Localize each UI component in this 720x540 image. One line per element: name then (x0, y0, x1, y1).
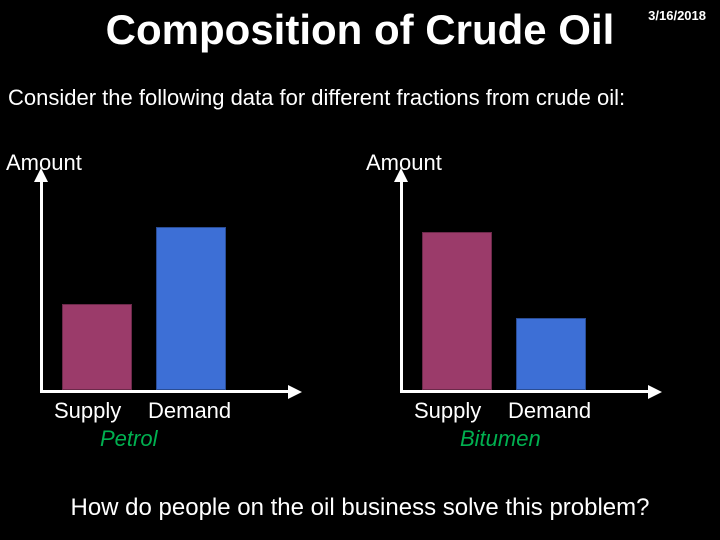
fraction-name: Petrol (100, 426, 157, 452)
x-axis-arrow (648, 385, 662, 399)
x-tick-label: Demand (148, 398, 242, 424)
x-axis (400, 390, 650, 393)
y-axis-arrow (34, 168, 48, 182)
subtitle-text: Consider the following data for differen… (8, 84, 712, 112)
x-tick-label: Demand (508, 398, 602, 424)
y-axis (400, 180, 403, 390)
bar-supply (62, 304, 132, 390)
chart-bitumen: AmountSupplyDemandBitumen (360, 150, 720, 480)
fraction-name: Bitumen (460, 426, 541, 452)
x-tick-label: Supply (414, 398, 508, 424)
x-tick-label: Supply (54, 398, 148, 424)
page-title: Composition of Crude Oil (0, 6, 720, 54)
bar-demand (516, 318, 586, 390)
question-text: How do people on the oil business solve … (0, 494, 720, 522)
bar-demand (156, 227, 226, 390)
charts-row: AmountSupplyDemandPetrol AmountSupplyDem… (0, 150, 720, 480)
x-axis-labels: SupplyDemand (54, 398, 242, 424)
chart-petrol: AmountSupplyDemandPetrol (0, 150, 360, 480)
y-axis-arrow (394, 168, 408, 182)
x-axis (40, 390, 290, 393)
x-axis-labels: SupplyDemand (414, 398, 602, 424)
y-axis (40, 180, 43, 390)
x-axis-arrow (288, 385, 302, 399)
bar-supply (422, 232, 492, 390)
